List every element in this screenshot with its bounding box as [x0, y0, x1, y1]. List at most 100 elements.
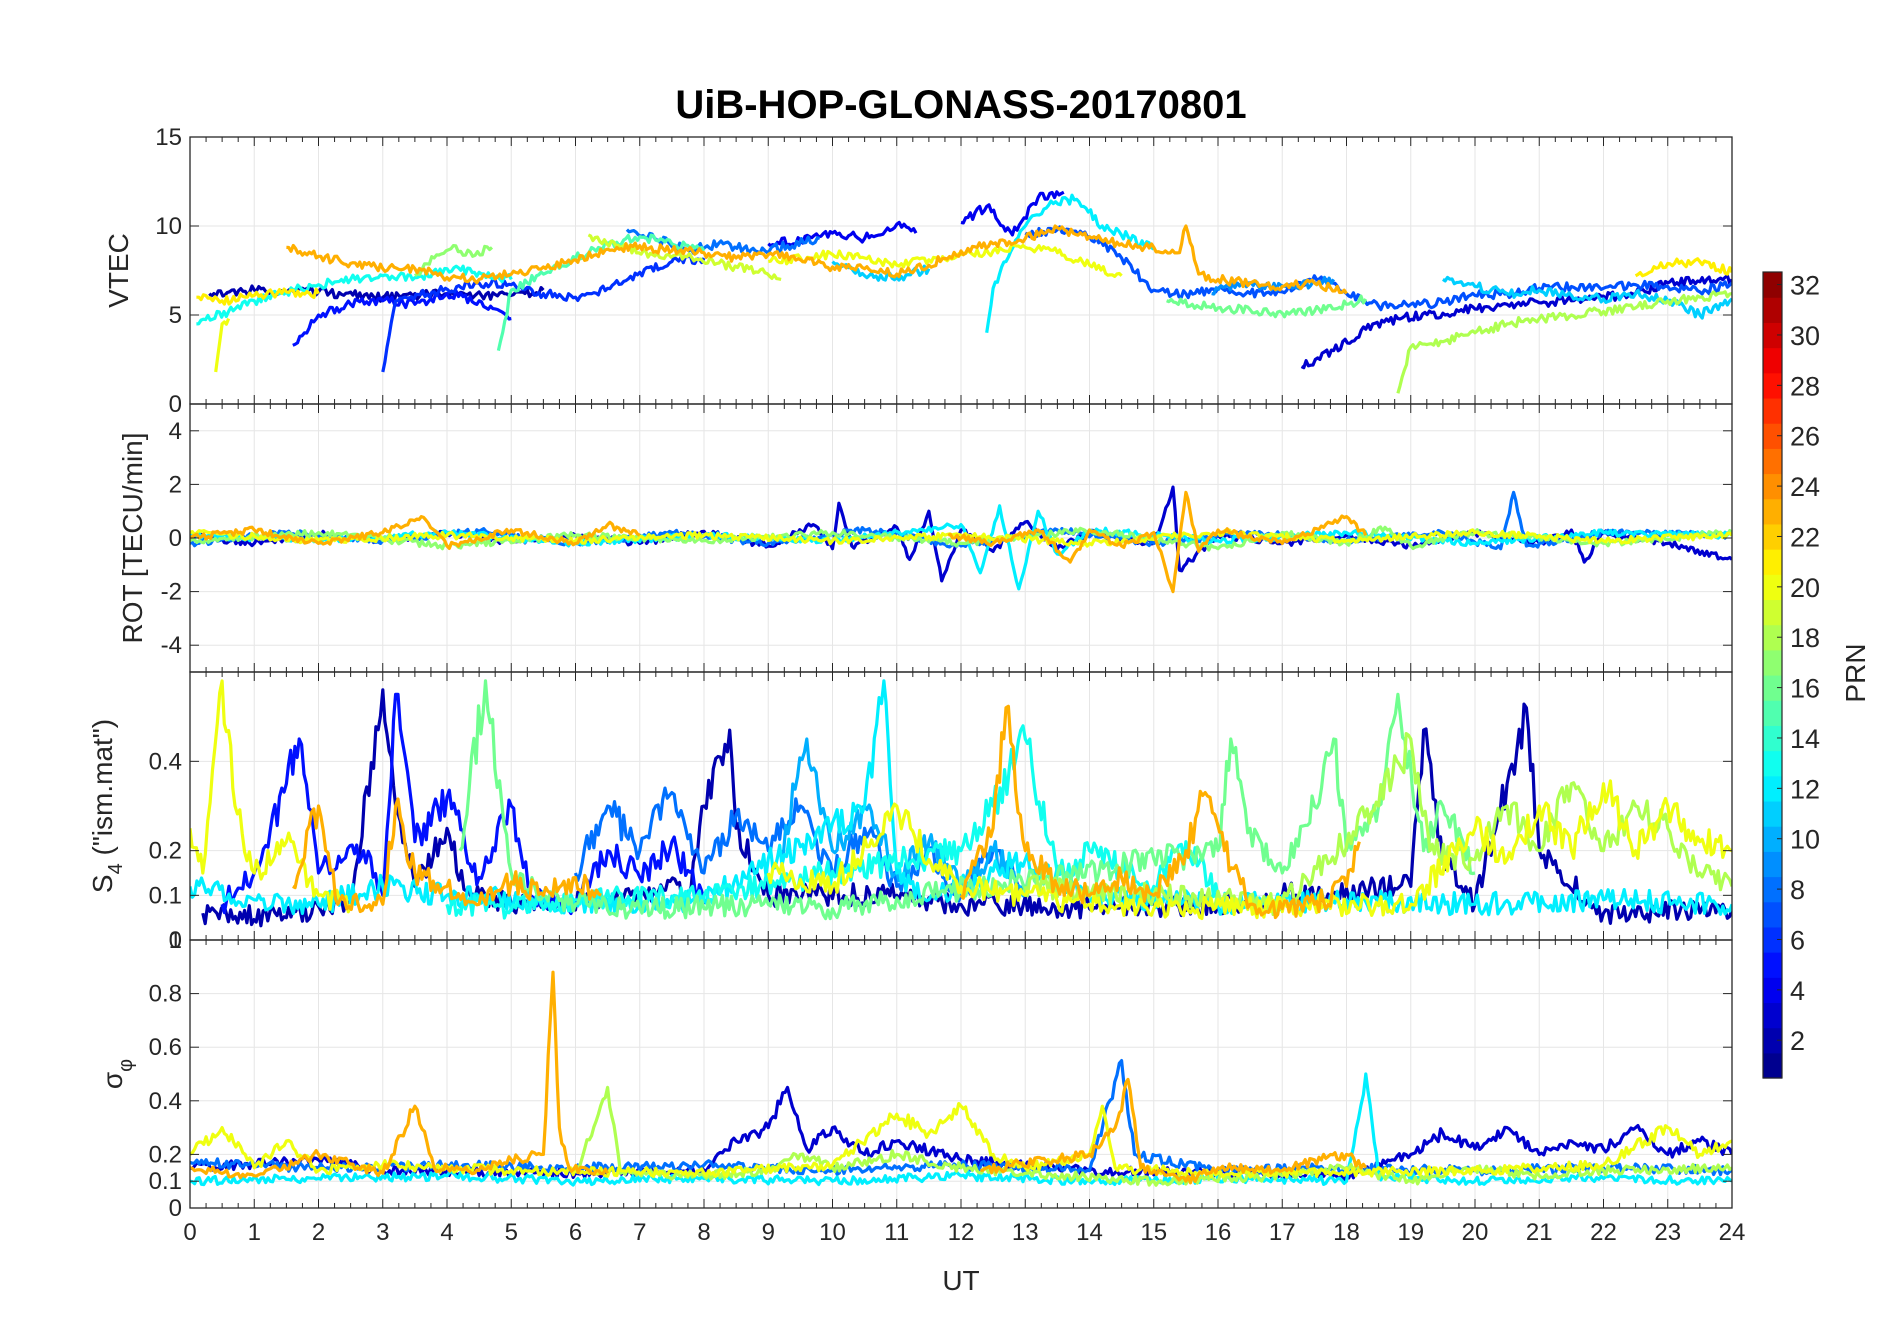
colorbar-swatch-prn-3	[1763, 1002, 1782, 1029]
ticks-sigma: 00.10.2 0.4 0.6 0.8	[149, 940, 1733, 1222]
y-axis-label-main: S	[87, 874, 118, 893]
colorbar-swatch-prn-9	[1763, 851, 1782, 878]
x-tick-label: 19	[1397, 1219, 1424, 1246]
colorbar-swatch-prn-29	[1763, 347, 1782, 374]
y-tick-label-vtec: 5	[169, 302, 182, 329]
y-tick-label-rot: 2	[169, 471, 182, 498]
grid-rot	[189, 404, 1733, 672]
series-line-prn-16	[458, 679, 1476, 921]
series-line-prn-20	[214, 318, 231, 373]
y-tick-label-s4: 0.4	[149, 748, 182, 775]
series-line-prn-23	[190, 970, 610, 1180]
x-tick-label: 0	[183, 1219, 196, 1246]
colorbar-swatch-prn-21	[1763, 549, 1782, 575]
series-line-prn-21	[1634, 257, 1732, 278]
series-line-prn-20	[766, 779, 1732, 921]
series-line-prn-4	[767, 220, 918, 248]
series-line-prn-4	[960, 190, 1065, 237]
series-vtec	[196, 190, 1732, 394]
colorbar-tick-label: 12	[1790, 774, 1820, 804]
x-tick-label: 13	[1012, 1219, 1039, 1246]
series-line-prn-5	[292, 289, 512, 347]
series-line-prn-12	[985, 193, 1155, 334]
colorbar-tick-label: 10	[1790, 825, 1820, 855]
colorbar-swatch-prn-18	[1763, 624, 1782, 651]
colorbar-swatch-prn-20	[1763, 574, 1782, 601]
panel-rot: -4 -2 0 2 4 ROT [TECU/min]	[117, 403, 1733, 673]
x-tick-label: 10	[819, 1219, 846, 1246]
y-tick-label-s4: 0.1	[149, 882, 182, 909]
series-s4	[190, 679, 1732, 928]
ticks-vtec: 0 5 10 15	[155, 124, 1733, 418]
colorbar-tick-label: 8	[1790, 875, 1805, 905]
y-tick-label-vtec: 0	[169, 391, 182, 418]
colorbar-tick-label: 2	[1790, 1026, 1805, 1056]
colorbar-swatch-prn-22	[1763, 523, 1782, 550]
ticks-rot: -4 -2 0 2 4	[161, 404, 1733, 672]
series-line-prn-11	[1442, 275, 1732, 320]
panel-vtec: 0 5 10 15 VTEC	[103, 124, 1733, 418]
series-line-prn-7	[1024, 225, 1732, 312]
x-tick-label: 3	[376, 1219, 389, 1246]
x-tick-label: 12	[948, 1219, 975, 1246]
colorbar-swatch-prn-27	[1763, 397, 1782, 424]
x-tick-label: 2	[312, 1219, 325, 1246]
y-tick-label-sigma: 0.6	[149, 1034, 182, 1061]
colorbar-swatch-prn-25	[1763, 448, 1782, 475]
x-tick-label: 20	[1462, 1219, 1489, 1246]
y-tick-label-vtec: 10	[155, 213, 182, 240]
colorbar-swatch-prn-32	[1763, 272, 1782, 298]
series-line-prn-13	[196, 264, 513, 326]
colorbar-swatch-prn-11	[1763, 800, 1782, 827]
y-tick-label-sigma: 0.4	[149, 1088, 182, 1115]
y-tick-label-rot: -4	[161, 632, 182, 659]
series-line-prn-21	[196, 287, 320, 306]
y-tick-label-sigma: 0	[169, 1195, 182, 1222]
y-axis-label-rest: ("ism.mat")	[87, 719, 118, 863]
x-tick-label: 11	[884, 1219, 909, 1246]
series-line-prn-2	[208, 284, 545, 303]
colorbar-tick-label: 4	[1790, 976, 1805, 1006]
y-tick-label-rot: -2	[161, 579, 182, 606]
y-axis-label-sub: 4	[105, 863, 127, 874]
colorbar-swatch-prn-14	[1763, 725, 1782, 752]
colorbar-swatch-prn-17	[1763, 649, 1782, 676]
series-line-prn-20	[190, 528, 1732, 548]
colorbar-swatch-prn-13	[1763, 750, 1782, 777]
y-tick-label-vtec: 15	[155, 124, 182, 151]
series-line-prn-3	[1300, 274, 1732, 370]
colorbar-swatch-prn-31	[1763, 297, 1782, 323]
x-tick-labels: 0 1 2 3 4 5 6 7 8 9 10 11 12 13 14 15 16 17 18 19 20 21 22 23 24	[183, 1219, 1745, 1246]
series-line-prn-20	[190, 679, 353, 914]
y-tick-label-s4: 0	[169, 927, 182, 954]
x-tick-label: 5	[505, 1219, 518, 1246]
series-line-prn-23	[980, 1077, 1368, 1185]
x-tick-label: 22	[1590, 1219, 1617, 1246]
series-line-prn-23	[286, 224, 1348, 295]
x-tick-label: 23	[1654, 1219, 1681, 1246]
colorbar-tick-label: 22	[1790, 522, 1820, 552]
x-tick-label: 16	[1205, 1219, 1232, 1246]
x-tick-label: 7	[633, 1219, 646, 1246]
x-tick-label: 9	[762, 1219, 775, 1246]
x-tick-label: 18	[1333, 1219, 1360, 1246]
x-tick-label: 8	[697, 1219, 710, 1246]
x-tick-label: 4	[440, 1219, 453, 1246]
y-tick-label-sigma: 0.8	[149, 981, 182, 1008]
series-line-prn-12	[190, 1072, 1732, 1187]
colorbar-tick-label: 26	[1790, 422, 1820, 452]
y-axis-label-main: σ	[97, 1072, 128, 1089]
y-tick-label-rot: 4	[169, 418, 182, 445]
colorbar-swatch-prn-16	[1763, 675, 1782, 701]
y-axis-label-sigma: σφ	[97, 1059, 137, 1089]
series-line-prn-13	[445, 724, 1220, 920]
series-line-prn-23	[947, 490, 1368, 594]
series-line-prn-2	[201, 688, 1732, 928]
y-axis-label-vtec: VTEC	[103, 233, 134, 308]
colorbar-swatch-prn-5	[1763, 952, 1782, 978]
colorbar-swatch-prn-28	[1763, 372, 1782, 399]
series-line-prn-17	[413, 244, 494, 278]
colorbar-label: PRN	[1840, 643, 1871, 702]
